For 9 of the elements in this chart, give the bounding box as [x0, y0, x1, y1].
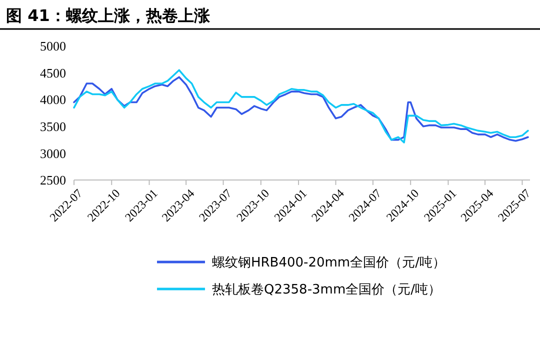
y-tick-label: 3500 — [40, 118, 66, 134]
y-tick-label: 4500 — [40, 65, 66, 80]
chart-title: 图 41：螺纹上涨，热卷上涨 — [6, 6, 211, 25]
y-tick-label: 2500 — [40, 172, 66, 188]
y-tick-label: 5000 — [40, 38, 66, 54]
y-tick-label: 3000 — [40, 146, 66, 161]
legend-label: 热轧板卷Q2358-3mm全国价（元/吨） — [212, 282, 441, 298]
y-tick-label: 4000 — [40, 92, 66, 108]
legend-label: 螺纹钢HRB400-20mm全国价（元/吨） — [212, 256, 446, 271]
